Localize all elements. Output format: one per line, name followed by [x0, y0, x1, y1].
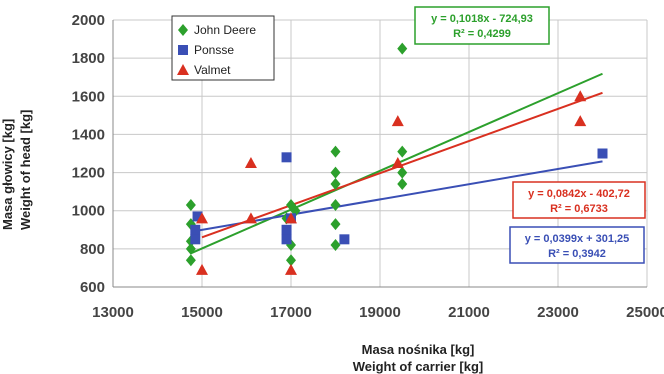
- ponsse-point: [190, 234, 201, 245]
- john-deere-point: [397, 166, 408, 179]
- ponsse-point: [281, 234, 292, 245]
- valmet-point: [391, 157, 404, 169]
- y-tick-label: 1400: [72, 126, 105, 143]
- valmet-equation: y = 0,0842x - 402,72: [528, 188, 630, 200]
- ponsse-equation: y = 0,0399x + 301,25: [525, 233, 630, 245]
- x-tick-label: 15000: [181, 304, 223, 321]
- data-points: [185, 42, 608, 275]
- y-tick-label: 600: [80, 279, 105, 296]
- valmet-r-squared: R² = 0,6733: [550, 203, 608, 215]
- valmet-point: [196, 263, 208, 275]
- john-deere-point: [286, 254, 296, 267]
- john-deere-point: [397, 42, 408, 55]
- y-axis-title-line1: Masa głowicy [kg]: [0, 119, 15, 230]
- john-deere-legend-label: John Deere: [194, 23, 256, 37]
- valmet-legend-marker: [177, 64, 189, 75]
- john-deere-equation-box: y = 0,1018x - 724,93 R² = 0,4299: [414, 6, 550, 45]
- john-deere-r-squared: R² = 0,4299: [453, 28, 511, 40]
- john-deere-point: [397, 178, 408, 191]
- valmet-legend-label: Valmet: [194, 63, 231, 77]
- john-deere-point: [330, 145, 341, 158]
- tick-labels: 600 800 1000 1200 1400 1600 1800 2000 13000 15000…: [72, 12, 664, 321]
- john-deere-equation-frame: [414, 6, 550, 45]
- x-axis-title-line2: Weight of carrier [kg]: [353, 359, 484, 374]
- john-deere-point: [330, 198, 341, 211]
- legend-box: [171, 15, 275, 81]
- y-tick-label: 1600: [72, 88, 105, 105]
- john-deere-point: [330, 239, 341, 252]
- x-tick-label: 17000: [270, 304, 312, 321]
- ponsse-point: [281, 152, 292, 163]
- ponsse-point: [192, 211, 203, 222]
- ponsse-legend-label: Ponsse: [194, 43, 234, 57]
- valmet-point: [244, 157, 257, 169]
- x-tick-label: 23000: [537, 304, 579, 321]
- valmet-point: [285, 212, 297, 224]
- x-tick-label: 19000: [359, 304, 401, 321]
- valmet-equation-frame: [512, 181, 646, 219]
- ponsse-point: [597, 148, 608, 159]
- ponsse-trendline: [195, 160, 603, 232]
- ponsse-point: [281, 224, 292, 235]
- john-deere-point: [330, 218, 341, 231]
- valmet-point: [285, 263, 297, 275]
- valmet-point: [391, 115, 404, 127]
- y-axis-title-line2: Weight of head [kg]: [18, 110, 33, 230]
- john-deere-equation: y = 0,1018x - 724,93: [431, 13, 533, 25]
- john-deere-point: [185, 254, 196, 267]
- john-deere-point: [397, 145, 408, 158]
- equation-boxes: y = 0,1018x - 724,93 R² = 0,4299 y = 0,084…: [414, 6, 646, 264]
- ponsse-point: [190, 224, 201, 235]
- john-deere-point: [185, 242, 196, 255]
- valmet-point: [574, 90, 587, 102]
- john-deere-point: [330, 178, 341, 191]
- john-deere-point: [330, 166, 341, 179]
- y-tick-label: 2000: [72, 12, 105, 29]
- valmet-point: [196, 212, 208, 224]
- john-deere-legend-marker: [178, 24, 188, 36]
- x-axis-title-line1: Masa nośnika [kg]: [362, 342, 475, 357]
- y-tick-label: 1200: [72, 165, 105, 182]
- ponsse-legend-marker: [178, 45, 188, 55]
- valmet-equation-box: y = 0,0842x - 402,72 R² = 0,6733: [512, 181, 646, 219]
- y-tick-label: 1000: [72, 203, 105, 220]
- ponsse-point: [339, 234, 350, 245]
- y-tick-label: 800: [80, 241, 105, 258]
- y-tick-label: 1800: [72, 50, 105, 67]
- x-tick-label: 21000: [448, 304, 490, 321]
- valmet-point: [244, 212, 257, 224]
- ponsse-equation-frame: [509, 226, 645, 264]
- ponsse-equation-box: y = 0,0399x + 301,25 R² = 0,3942: [509, 226, 645, 264]
- ponsse-r-squared: R² = 0,3942: [548, 248, 606, 260]
- x-tick-label: 25000: [626, 304, 664, 321]
- john-deere-point: [185, 198, 196, 211]
- valmet-trendline: [201, 91, 603, 239]
- legend: John Deere Ponsse Valmet: [171, 15, 275, 81]
- valmet-point: [574, 115, 587, 127]
- x-tick-label: 13000: [92, 304, 134, 321]
